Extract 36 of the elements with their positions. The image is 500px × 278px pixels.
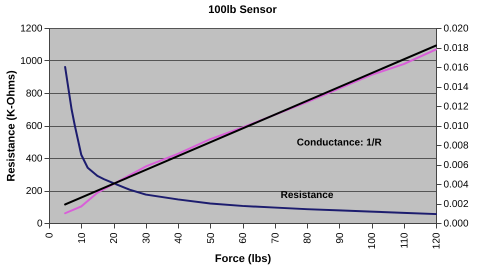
y-axis-title: Resistance (K-Ohms) xyxy=(5,70,18,182)
y-tick-label: 600 xyxy=(26,121,43,132)
y2-tick-label: 0.016 xyxy=(444,62,469,74)
x-tick-label: 110 xyxy=(399,232,410,248)
text: Conductance: 1/R xyxy=(296,137,383,148)
y-tick-label: 1000 xyxy=(20,56,43,67)
y-tick-label: 200 xyxy=(26,186,43,197)
x-tick-label: 90 xyxy=(334,232,346,244)
y2-tick-label: 0.008 xyxy=(444,140,469,152)
x-tick-label: 30 xyxy=(141,232,152,244)
x-axis-title: Force (lbs) xyxy=(214,253,272,266)
x-tick-label: 100 xyxy=(367,232,378,250)
y2-tick-label: 0.006 xyxy=(444,160,469,171)
x-tick-label: 50 xyxy=(206,232,217,244)
chart-title: 100lb Sensor xyxy=(208,4,278,16)
y2-tick-label: 0.012 xyxy=(444,102,469,112)
y-tick-label: 800 xyxy=(26,88,43,100)
y2-tick-label: 0.002 xyxy=(444,199,469,210)
x-tick-label: 120 xyxy=(432,232,442,250)
y2-tick-label: 0.018 xyxy=(444,43,469,54)
y2-tick-label: 0.010 xyxy=(444,121,469,132)
series-label: Resistance xyxy=(280,190,334,202)
x-tick-label: 40 xyxy=(174,232,184,244)
y-tick-label: 1200 xyxy=(20,24,43,34)
y2-tick-label: 0.004 xyxy=(444,180,469,190)
y-tick-label: 0 xyxy=(36,218,43,230)
x-tick-label: 70 xyxy=(270,232,282,244)
x-tick-label: 0 xyxy=(44,232,56,238)
y2-tick-label: 0.000 xyxy=(444,218,469,230)
x-tick-label: 20 xyxy=(109,232,120,244)
x-tick-label: 10 xyxy=(76,232,88,244)
y2-tick-label: 0.014 xyxy=(444,82,469,93)
y2-tick-label: 0.020 xyxy=(444,24,469,34)
y-tick-label: 400 xyxy=(26,154,43,164)
x-tick-label: 60 xyxy=(238,232,249,244)
x-tick-label: 80 xyxy=(302,232,314,244)
